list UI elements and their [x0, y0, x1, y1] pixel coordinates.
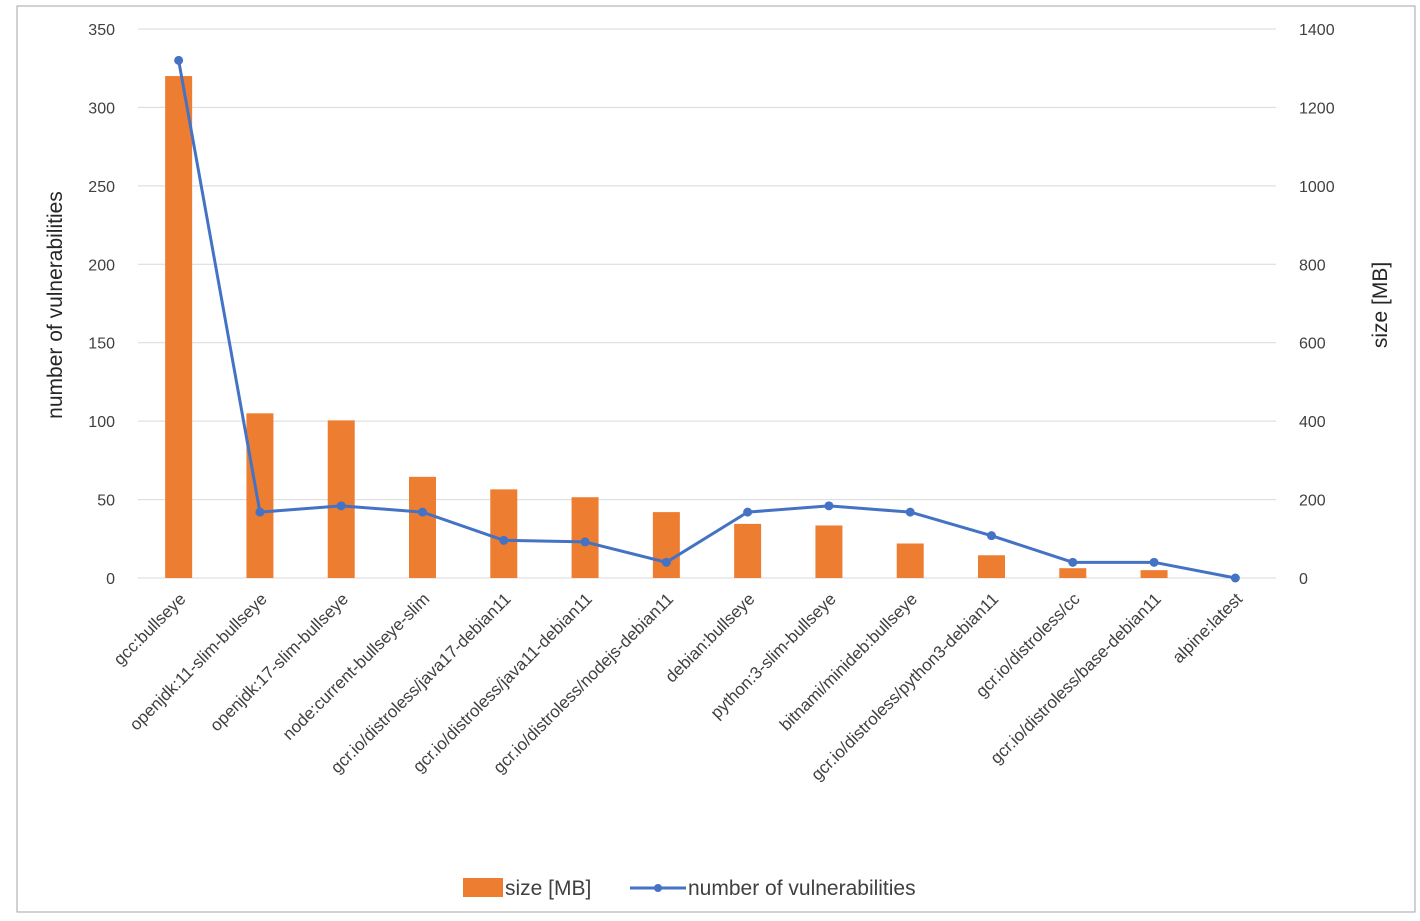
vulnerabilities-point	[743, 507, 753, 517]
bar	[409, 476, 436, 578]
vulnerabilities-point	[1149, 557, 1159, 567]
left-axis-tick-label: 200	[88, 257, 115, 274]
bar	[1140, 570, 1168, 578]
legend-marker-vulnerabilities	[654, 884, 662, 892]
bar	[734, 523, 762, 578]
vulnerabilities-point	[174, 55, 184, 65]
left-axis-tick-label: 0	[106, 571, 115, 588]
left-axis-tick-label: 250	[88, 179, 115, 196]
right-axis-tick-label: 1000	[1299, 179, 1335, 196]
bar	[815, 525, 843, 578]
bar	[652, 512, 680, 578]
bar	[246, 413, 274, 578]
right-axis-tick-label: 400	[1299, 414, 1326, 431]
right-axis-title: size [MB]	[1369, 262, 1392, 348]
vulnerabilities-point	[336, 501, 346, 511]
bar	[327, 420, 355, 578]
bar	[490, 489, 518, 578]
right-axis-tick-label: 1200	[1299, 100, 1335, 117]
vulnerabilities-point	[499, 535, 509, 545]
right-axis-ticks: 0 200 400 600 800 1000 1200 1400	[1299, 22, 1335, 588]
vulnerabilities-point	[1068, 557, 1078, 567]
left-axis-tick-label: 300	[88, 100, 115, 117]
bar	[1059, 568, 1087, 578]
legend-swatch-size	[463, 878, 503, 897]
bar	[978, 555, 1005, 578]
left-axis-tick-label: 50	[97, 493, 115, 510]
legend-label-size: size [MB]	[505, 877, 591, 900]
left-axis-tick-label: 150	[88, 336, 115, 353]
right-axis-tick-label: 1400	[1299, 22, 1335, 39]
vulnerabilities-point	[418, 507, 427, 517]
vulnerabilities-point	[1230, 573, 1240, 583]
vulnerabilities-point	[661, 557, 671, 567]
chart-border	[16, 5, 1416, 913]
left-axis-tick-label: 350	[88, 22, 115, 39]
bar	[165, 76, 193, 579]
vulnerabilities-point	[580, 537, 590, 547]
legend-label-vulnerabilities: number of vulnerabilities	[688, 877, 916, 900]
gridlines	[138, 28, 1276, 579]
right-axis-tick-label: 800	[1299, 257, 1326, 274]
left-axis-ticks: 0 50 100 150 200 250 300 350	[88, 22, 115, 588]
left-axis-title: number of vulnerabilities	[44, 191, 67, 419]
left-axis-tick-label: 100	[88, 414, 115, 431]
legend: size [MB] number of vulnerabilities	[463, 877, 916, 900]
bar	[896, 543, 924, 578]
right-axis-tick-label: 200	[1299, 493, 1326, 510]
right-axis-tick-label: 600	[1299, 336, 1326, 353]
vulnerabilities-point	[824, 501, 834, 511]
vulnerabilities-point	[905, 507, 915, 517]
right-axis-tick-label: 0	[1299, 571, 1308, 588]
vulnerabilities-point	[255, 507, 265, 517]
line-series	[174, 55, 1240, 583]
vulnerabilities-line	[177, 60, 1236, 580]
vulnerabilities-point	[987, 531, 996, 541]
